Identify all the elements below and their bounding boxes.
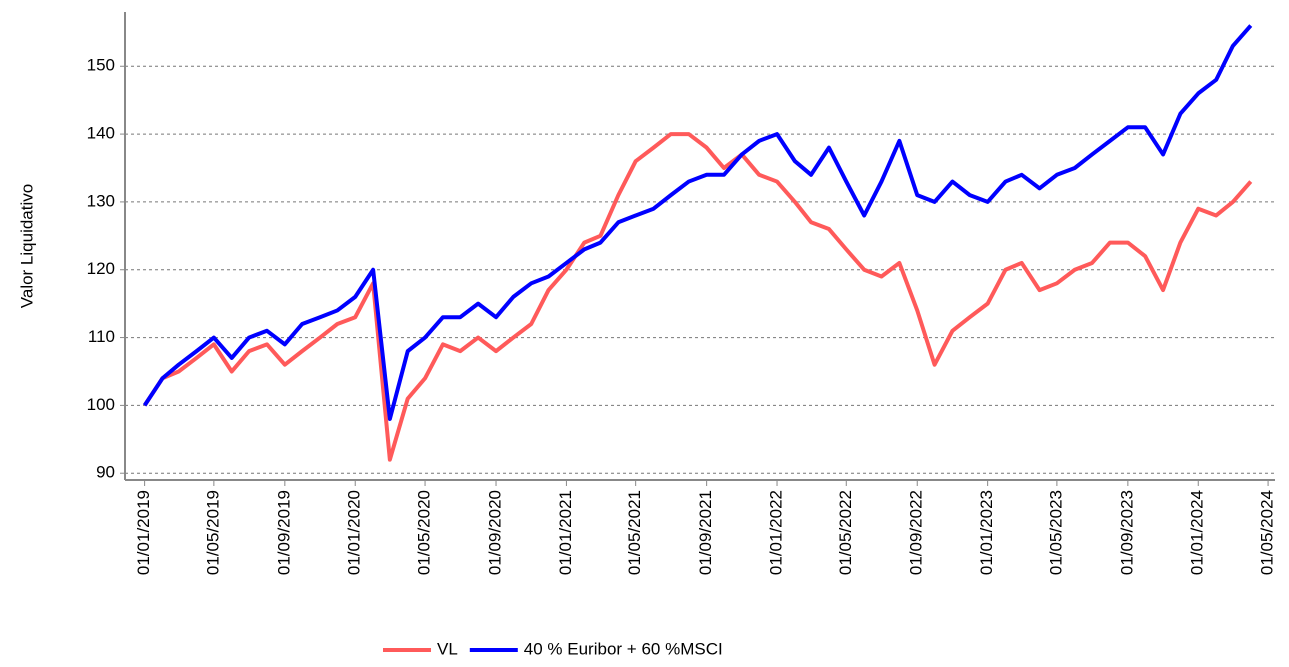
- y-tick-label: 150: [87, 56, 115, 75]
- legend-label: VL: [437, 639, 458, 658]
- x-tick-label: 01/09/2020: [486, 490, 505, 575]
- x-tick-label: 01/01/2019: [134, 490, 153, 575]
- x-tick-label: 01/05/2024: [1258, 490, 1277, 575]
- x-tick-label: 01/05/2019: [203, 490, 222, 575]
- y-tick-label: 100: [87, 395, 115, 414]
- x-tick-label: 01/09/2023: [1117, 490, 1136, 575]
- y-tick-label: 110: [88, 327, 115, 346]
- y-tick-label: 120: [87, 259, 115, 278]
- y-tick-label: 90: [96, 463, 115, 482]
- x-tick-label: 01/01/2020: [345, 490, 364, 575]
- x-tick-label: 01/09/2021: [696, 490, 715, 575]
- x-tick-label: 01/05/2022: [836, 490, 855, 575]
- y-tick-label: 130: [87, 191, 115, 210]
- x-tick-label: 01/05/2021: [625, 490, 644, 575]
- x-tick-label: 01/05/2023: [1046, 490, 1065, 575]
- series-line: [142, 132, 1253, 462]
- x-tick-label: 01/09/2022: [907, 490, 926, 575]
- x-tick-label: 01/01/2024: [1188, 490, 1207, 575]
- y-axis-label: Valor Liquidativo: [17, 184, 36, 308]
- x-tick-label: 01/01/2021: [556, 490, 575, 575]
- x-tick-label: 01/01/2022: [767, 490, 786, 575]
- legend-label: 40 % Euribor + 60 %MSCI: [524, 639, 723, 658]
- x-tick-label: 01/01/2023: [977, 490, 996, 575]
- x-tick-label: 01/09/2019: [274, 490, 293, 575]
- y-tick-label: 140: [87, 124, 115, 143]
- x-tick-label: 01/05/2020: [415, 490, 434, 575]
- series-line: [142, 24, 1253, 421]
